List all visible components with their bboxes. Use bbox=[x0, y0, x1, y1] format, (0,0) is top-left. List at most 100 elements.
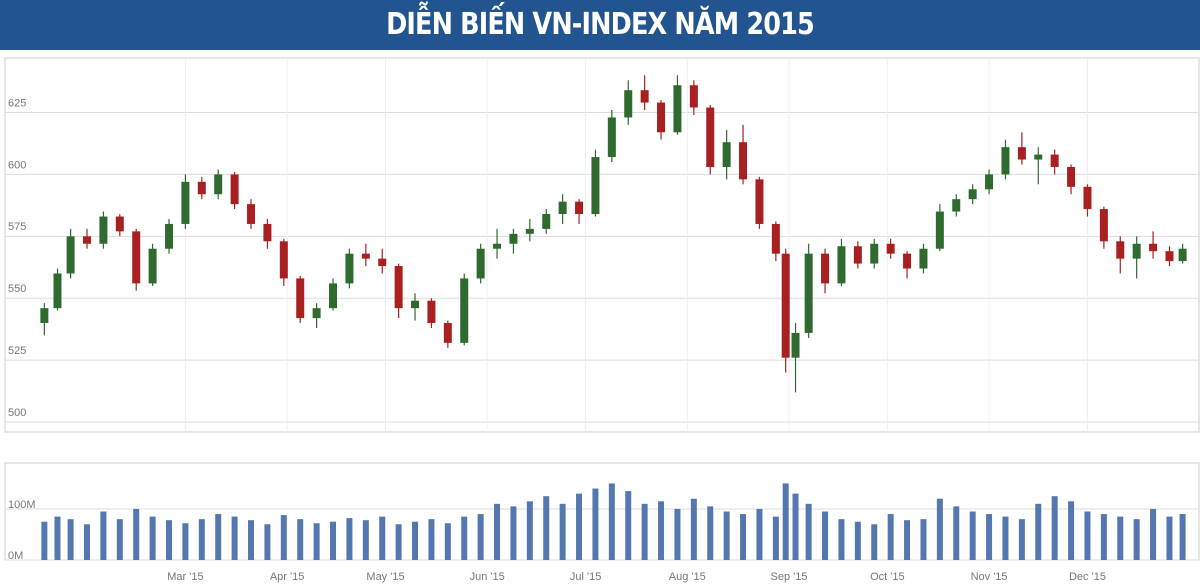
candle-body bbox=[181, 181, 190, 224]
candle-body bbox=[985, 174, 994, 190]
candle-body bbox=[378, 258, 387, 267]
volume-bar bbox=[690, 498, 697, 560]
candle-body bbox=[312, 308, 321, 319]
volume-bar bbox=[461, 516, 468, 560]
candle-body bbox=[509, 233, 518, 244]
candle-body bbox=[558, 201, 567, 215]
candle-body bbox=[1149, 243, 1158, 252]
x-tick-label: May '15 bbox=[366, 571, 404, 583]
volume-bar bbox=[330, 521, 337, 560]
volume-bar bbox=[198, 519, 205, 560]
volume-bar bbox=[1133, 519, 1140, 560]
volume-bar bbox=[395, 524, 402, 560]
volume-bar bbox=[444, 523, 451, 560]
candle-body bbox=[279, 241, 288, 279]
candle-body bbox=[1017, 147, 1026, 160]
chart: 500 525 550 575 600 625 0M 100M Mar '15 Apr '15 Ma… bbox=[4, 57, 1200, 583]
candle-body bbox=[40, 308, 49, 324]
candle-body bbox=[296, 278, 305, 319]
volume-bar bbox=[149, 516, 156, 560]
volume-bar bbox=[54, 516, 61, 560]
y-tick-label: 625 bbox=[8, 97, 26, 109]
candle-body bbox=[394, 266, 403, 309]
volume-bar bbox=[674, 508, 681, 560]
volume-bar bbox=[986, 514, 993, 560]
volume-bar bbox=[166, 520, 173, 560]
candle-body bbox=[525, 228, 534, 234]
volume-bar bbox=[740, 514, 747, 560]
volume-bar bbox=[428, 519, 435, 560]
volume-bar bbox=[887, 514, 894, 560]
candle-body bbox=[853, 246, 862, 264]
candle-body bbox=[230, 174, 239, 205]
chart-title: DIỄN BIẾN VN-INDEX NĂM 2015 bbox=[386, 7, 815, 42]
candle-body bbox=[771, 223, 780, 254]
candle-body bbox=[657, 102, 666, 133]
candle-body bbox=[99, 216, 108, 244]
volume-bar bbox=[871, 524, 878, 560]
candle-body bbox=[263, 223, 272, 242]
volume-bar bbox=[297, 519, 304, 560]
volume-bar bbox=[1150, 508, 1157, 560]
volume-bar bbox=[182, 523, 189, 560]
candle-body bbox=[1067, 166, 1076, 187]
volume-bar bbox=[805, 503, 812, 560]
volume-bar bbox=[526, 501, 533, 560]
candle-body bbox=[165, 223, 174, 249]
candle-body bbox=[66, 236, 75, 274]
candle-body bbox=[1165, 251, 1174, 262]
candle-body bbox=[781, 253, 790, 358]
candle-body bbox=[935, 211, 944, 249]
price-frame bbox=[4, 57, 1200, 433]
volume-bar bbox=[854, 521, 861, 560]
candle-body bbox=[886, 243, 895, 254]
volume-bar bbox=[658, 501, 665, 560]
candle-body bbox=[345, 253, 354, 284]
volume-bar bbox=[904, 520, 911, 560]
volume-bar bbox=[756, 508, 763, 560]
candle-body bbox=[197, 181, 206, 195]
candle-body bbox=[575, 201, 584, 215]
volume-tick-label: 100M bbox=[8, 499, 36, 511]
candle-body bbox=[722, 142, 731, 167]
x-tick-label: Jun '15 bbox=[470, 571, 505, 583]
volume-bar bbox=[543, 496, 550, 560]
candle-body bbox=[443, 323, 452, 343]
volume-bar bbox=[280, 515, 287, 560]
candle-body bbox=[53, 273, 62, 309]
candle-body bbox=[542, 214, 551, 229]
x-tick-label: Nov '15 bbox=[971, 571, 1008, 583]
x-tick-label: Dec '15 bbox=[1069, 571, 1106, 583]
volume-bar bbox=[1035, 503, 1042, 560]
volume-bar bbox=[100, 511, 107, 560]
candle-body bbox=[903, 253, 912, 269]
volume-bar bbox=[592, 488, 599, 560]
y-tick-label: 575 bbox=[8, 221, 26, 233]
volume-bar bbox=[67, 519, 74, 560]
candle-body bbox=[132, 231, 141, 284]
volume-bar bbox=[1051, 496, 1058, 560]
candle-body bbox=[739, 142, 748, 180]
volume-bar bbox=[1166, 516, 1173, 560]
volume-bar bbox=[608, 483, 615, 560]
volume-bar bbox=[707, 506, 714, 560]
volume-bar bbox=[1018, 519, 1025, 560]
volume-bar bbox=[231, 516, 238, 560]
y-tick-label: 500 bbox=[8, 407, 26, 419]
candle-body bbox=[476, 248, 485, 279]
x-tick-label: Apr '15 bbox=[270, 571, 305, 583]
candle-body bbox=[1001, 147, 1010, 175]
candle-body bbox=[1178, 248, 1187, 262]
x-tick-label: Jul '15 bbox=[570, 571, 601, 583]
volume-bar bbox=[792, 493, 799, 560]
candle-body bbox=[427, 300, 436, 324]
x-tick-label: Mar '15 bbox=[167, 571, 203, 583]
candle-body bbox=[673, 85, 682, 133]
volume-bar bbox=[264, 524, 271, 560]
volume-bar bbox=[1117, 516, 1124, 560]
candle-body bbox=[115, 216, 124, 232]
candle-body bbox=[689, 85, 698, 108]
volume-bar bbox=[1084, 511, 1091, 560]
volume-bar bbox=[625, 491, 632, 560]
volume-bar bbox=[215, 514, 222, 560]
